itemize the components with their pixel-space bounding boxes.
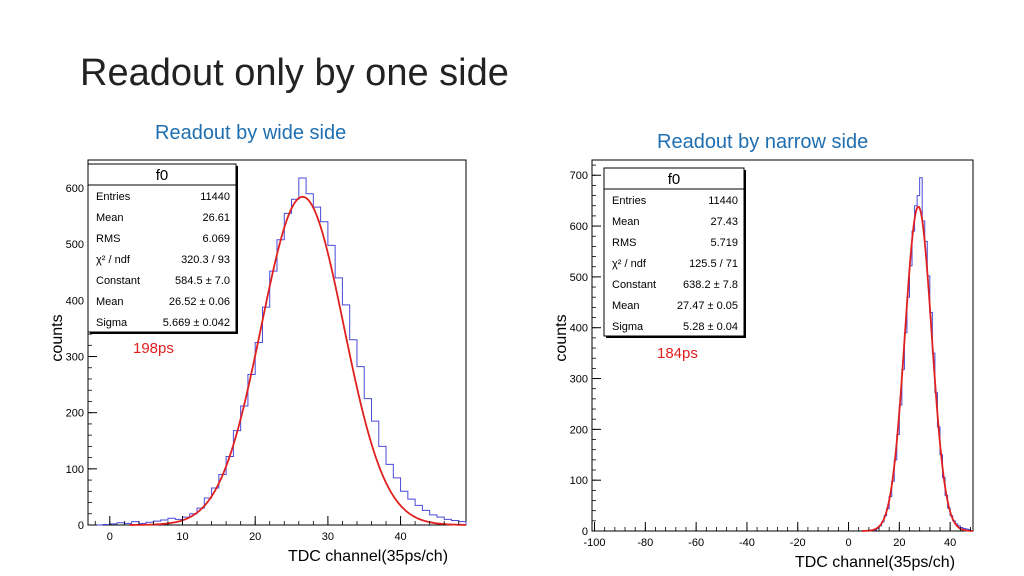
stats-row-value: 27.47 ± 0.05 <box>677 300 738 312</box>
y-tick-label: 0 <box>78 520 84 532</box>
y-tick-label: 100 <box>66 464 84 476</box>
x-tick-label: -80 <box>637 537 653 549</box>
y-tick-label: 500 <box>570 272 588 284</box>
stats-row-value: 26.61 <box>202 212 230 224</box>
stats-row-value: 26.52 ± 0.06 <box>169 296 230 308</box>
stats-row-value: 5.28 ± 0.04 <box>683 321 738 333</box>
x-tick-label: -20 <box>790 537 806 549</box>
x-tick-label: 0 <box>845 537 851 549</box>
stats-row-label: Constant <box>96 275 140 287</box>
x-tick-label: 40 <box>394 531 406 543</box>
stats-box-title: f0 <box>156 167 169 184</box>
y-tick-label: 200 <box>66 408 84 420</box>
stats-box <box>87 163 237 333</box>
x-tick-label: 20 <box>249 531 261 543</box>
y-tick-label: 400 <box>570 323 588 335</box>
stats-row-label: Entries <box>96 191 131 203</box>
stats-row-value: 11440 <box>708 195 738 207</box>
y-tick-label: 300 <box>570 374 588 386</box>
plot-frame <box>591 159 974 532</box>
stats-row-value: 125.5 / 71 <box>689 258 738 270</box>
x-tick-label: -40 <box>739 537 755 549</box>
histogram-outline <box>873 177 971 531</box>
stats-row-label: RMS <box>96 233 120 245</box>
x-axis-label: TDC channel(35ps/ch) <box>288 548 448 565</box>
stats-row-label: Sigma <box>96 317 128 329</box>
left-resolution-annotation: 198ps <box>133 340 174 357</box>
stats-row-value: 638.2 ± 7.8 <box>683 279 738 291</box>
gaussian-fit-curve <box>861 205 974 532</box>
y-axis-label: counts <box>49 314 66 361</box>
stats-row-value: 584.5 ± 7.0 <box>175 275 230 287</box>
x-axis-label: TDC channel(35ps/ch) <box>795 554 955 571</box>
stats-row-value: 5.719 <box>710 237 738 249</box>
plot-frame <box>87 159 467 526</box>
stats-row-label: Constant <box>612 279 656 291</box>
x-tick-label: -60 <box>688 537 704 549</box>
y-tick-label: 300 <box>66 352 84 364</box>
stats-row-label: Mean <box>96 296 124 308</box>
y-tick-label: 400 <box>66 295 84 307</box>
stats-row-label: χ² / ndf <box>96 254 131 266</box>
stats-row-value: 5.669 ± 0.042 <box>163 317 230 329</box>
stats-row-label: Mean <box>96 212 124 224</box>
x-tick-label: 30 <box>322 531 334 543</box>
right-chart-subtitle: Readout by narrow side <box>657 131 869 153</box>
y-tick-label: 600 <box>570 221 588 233</box>
x-tick-label: 20 <box>893 537 905 549</box>
stats-row-value: 27.43 <box>710 216 738 228</box>
x-tick-label: 10 <box>176 531 188 543</box>
stats-row-label: Sigma <box>612 321 644 333</box>
y-tick-label: 700 <box>570 170 588 182</box>
y-tick-label: 500 <box>66 239 84 251</box>
y-tick-label: 0 <box>582 526 588 538</box>
stats-box <box>603 167 745 337</box>
right-resolution-annotation: 184ps <box>657 345 698 362</box>
stats-row-value: 11440 <box>200 191 230 203</box>
y-tick-label: 200 <box>570 424 588 436</box>
stats-row-label: RMS <box>612 237 636 249</box>
gaussian-fit-curve <box>129 195 467 526</box>
stats-row-label: Entries <box>612 195 647 207</box>
stats-row-label: Mean <box>612 300 640 312</box>
x-tick-label: -100 <box>584 537 606 549</box>
wide-side-histogram: 0 100 200 300 400 500 600 0 10 20 30 40 TDC channel(… <box>49 159 467 565</box>
left-chart-subtitle: Readout by wide side <box>155 122 347 144</box>
y-axis-label: counts <box>553 314 570 361</box>
stats-row-value: 320.3 / 93 <box>181 254 230 266</box>
stats-row-label: Mean <box>612 216 640 228</box>
y-tick-label: 600 <box>66 183 84 195</box>
stats-box-title: f0 <box>668 171 681 188</box>
stats-row-label: χ² / ndf <box>612 258 647 270</box>
x-tick-label: 0 <box>107 531 113 543</box>
y-tick-label: 100 <box>570 475 588 487</box>
stats-row-value: 6.069 <box>202 233 230 245</box>
slide-title: Readout only by one side <box>80 52 509 94</box>
x-tick-label: 40 <box>944 537 956 549</box>
